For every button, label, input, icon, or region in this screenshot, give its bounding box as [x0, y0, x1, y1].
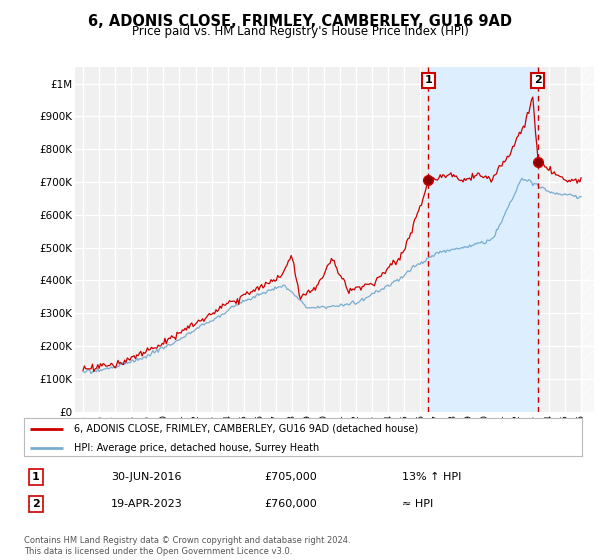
Text: Price paid vs. HM Land Registry's House Price Index (HPI): Price paid vs. HM Land Registry's House … — [131, 25, 469, 38]
Text: Contains HM Land Registry data © Crown copyright and database right 2024.
This d: Contains HM Land Registry data © Crown c… — [24, 536, 350, 556]
Text: 1: 1 — [425, 76, 433, 85]
Text: 2: 2 — [32, 499, 40, 509]
Text: 30-JUN-2016: 30-JUN-2016 — [111, 472, 182, 482]
Bar — [581, 67, 594, 412]
Text: HPI: Average price, detached house, Surrey Heath: HPI: Average price, detached house, Surr… — [74, 443, 319, 453]
Text: ≈ HPI: ≈ HPI — [402, 499, 433, 509]
Text: £705,000: £705,000 — [264, 472, 317, 482]
Text: 1: 1 — [32, 472, 40, 482]
Text: 6, ADONIS CLOSE, FRIMLEY, CAMBERLEY, GU16 9AD: 6, ADONIS CLOSE, FRIMLEY, CAMBERLEY, GU1… — [88, 14, 512, 29]
Text: 6, ADONIS CLOSE, FRIMLEY, CAMBERLEY, GU16 9AD (detached house): 6, ADONIS CLOSE, FRIMLEY, CAMBERLEY, GU1… — [74, 423, 418, 433]
Text: 2: 2 — [534, 76, 542, 85]
Text: 19-APR-2023: 19-APR-2023 — [111, 499, 183, 509]
Bar — [428, 67, 538, 412]
Text: 13% ↑ HPI: 13% ↑ HPI — [402, 472, 461, 482]
Text: £760,000: £760,000 — [264, 499, 317, 509]
